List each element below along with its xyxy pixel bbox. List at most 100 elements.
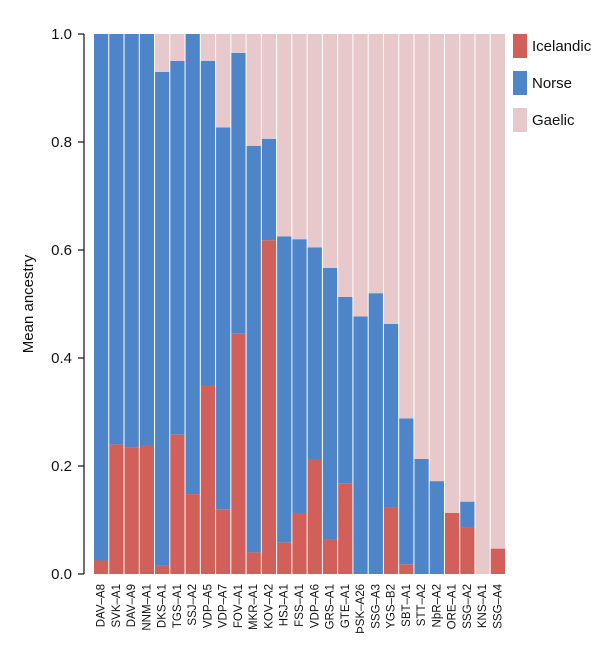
bar-gaelic-22 bbox=[414, 34, 429, 459]
x-tick-label-27: SSG–A4 bbox=[492, 583, 504, 628]
x-tick-label-23: NþR–A2 bbox=[431, 584, 443, 627]
bar-icelandic-15 bbox=[307, 459, 322, 574]
legend-swatch-icelandic bbox=[513, 34, 527, 58]
bar-icelandic-20 bbox=[383, 507, 399, 574]
bar-norse-21 bbox=[399, 418, 414, 565]
x-tick-label-25: SSG–A2 bbox=[462, 584, 474, 629]
x-tick-label-10: FOV–A1 bbox=[233, 584, 245, 628]
y-tick-label-2: 0.4 bbox=[51, 350, 72, 367]
bar-gaelic-25 bbox=[460, 34, 475, 502]
legend: Icelandic Norse Gaelic bbox=[513, 34, 592, 132]
bars-group bbox=[94, 34, 505, 574]
bar-gaelic-16 bbox=[322, 34, 338, 268]
bar-norse-15 bbox=[307, 247, 322, 460]
bar-norse-3 bbox=[124, 34, 139, 448]
bar-norse-5 bbox=[155, 71, 170, 566]
bar-icelandic-7 bbox=[185, 494, 200, 574]
bar-norse-1 bbox=[94, 34, 109, 561]
x-tick-label-12: KOV–A2 bbox=[263, 584, 275, 629]
x-tick-label-6: TGS–A1 bbox=[172, 584, 184, 628]
x-tick-label-7: SSJ–A2 bbox=[187, 584, 199, 626]
x-tick-label-2: SVK–A1 bbox=[111, 584, 123, 627]
bar-norse-8 bbox=[200, 61, 216, 385]
bar-norse-12 bbox=[261, 138, 277, 241]
bar-gaelic-17 bbox=[338, 34, 353, 297]
bar-gaelic-18 bbox=[353, 34, 368, 317]
y-axis: 0.0 0.2 0.4 0.6 0.8 1.0 bbox=[51, 26, 85, 583]
bar-icelandic-21 bbox=[399, 564, 414, 574]
x-tick-label-20: YGS–B2 bbox=[386, 584, 398, 629]
x-tick-label-19: SSG–A3 bbox=[370, 584, 382, 629]
x-tick-label-14: FSS–A1 bbox=[294, 584, 306, 627]
bar-gaelic-20 bbox=[383, 34, 399, 324]
bar-gaelic-27 bbox=[490, 34, 505, 549]
bar-norse-23 bbox=[429, 481, 444, 574]
bar-icelandic-6 bbox=[170, 434, 185, 574]
x-tick-label-11: MKR–A1 bbox=[248, 584, 260, 630]
bar-norse-22 bbox=[414, 458, 429, 574]
bar-norse-4 bbox=[139, 34, 155, 446]
legend-label-icelandic: Icelandic bbox=[532, 38, 592, 55]
x-tick-label-16: GRS–A1 bbox=[325, 584, 337, 629]
y-axis-title: Mean ancestry bbox=[20, 254, 37, 353]
bar-gaelic-9 bbox=[216, 34, 231, 128]
bar-gaelic-19 bbox=[368, 34, 383, 294]
bar-gaelic-10 bbox=[231, 34, 246, 53]
bar-norse-13 bbox=[277, 236, 292, 543]
bar-norse-18 bbox=[353, 316, 368, 574]
bar-icelandic-12 bbox=[261, 240, 277, 574]
bar-norse-2 bbox=[109, 34, 124, 445]
bar-gaelic-12 bbox=[261, 34, 277, 139]
bar-icelandic-17 bbox=[338, 483, 353, 574]
y-tick-label-1: 0.2 bbox=[51, 458, 72, 475]
y-tick-label-4: 0.8 bbox=[51, 134, 72, 151]
x-tick-label-26: KNS–A1 bbox=[477, 584, 489, 628]
bar-norse-9 bbox=[216, 127, 231, 510]
bar-gaelic-21 bbox=[399, 34, 414, 419]
bar-gaelic-11 bbox=[246, 34, 261, 146]
y-tick-label-3: 0.6 bbox=[51, 242, 72, 259]
x-tick-label-4: NNM–A1 bbox=[141, 584, 153, 631]
bar-icelandic-3 bbox=[124, 447, 139, 574]
bar-icelandic-13 bbox=[277, 542, 292, 574]
bar-norse-25 bbox=[460, 501, 475, 528]
bar-icelandic-11 bbox=[246, 552, 261, 574]
bar-norse-17 bbox=[338, 296, 353, 484]
bar-norse-20 bbox=[383, 323, 399, 508]
bar-icelandic-5 bbox=[155, 565, 170, 574]
bar-icelandic-1 bbox=[94, 560, 109, 574]
bar-icelandic-27 bbox=[490, 548, 505, 574]
x-tick-label-21: SBT–A1 bbox=[401, 584, 413, 627]
legend-label-norse: Norse bbox=[532, 75, 572, 92]
legend-swatch-norse bbox=[513, 71, 527, 95]
bar-gaelic-6 bbox=[170, 34, 185, 61]
bar-icelandic-16 bbox=[322, 539, 338, 574]
bar-icelandic-10 bbox=[231, 333, 246, 574]
x-tick-label-9: VDP–A7 bbox=[218, 584, 230, 628]
bar-icelandic-9 bbox=[216, 509, 231, 574]
x-tick-label-17: GTE–A1 bbox=[340, 584, 352, 628]
x-tick-label-18: ÞSK–A26 bbox=[355, 584, 367, 634]
x-tick-label-1: DAV–A8 bbox=[96, 584, 108, 627]
bar-norse-11 bbox=[246, 145, 261, 553]
x-tick-label-13: HSJ–A1 bbox=[279, 584, 291, 626]
x-tick-label-15: VDP–A6 bbox=[309, 584, 321, 628]
bar-norse-10 bbox=[231, 52, 246, 334]
bar-norse-7 bbox=[185, 34, 200, 495]
x-tick-label-24: ORE–A1 bbox=[447, 584, 459, 629]
bar-norse-19 bbox=[368, 293, 383, 574]
bar-gaelic-15 bbox=[307, 34, 322, 248]
x-tick-label-8: VDP–A5 bbox=[202, 584, 214, 628]
bar-icelandic-24 bbox=[444, 512, 460, 574]
bar-gaelic-8 bbox=[200, 34, 216, 61]
bar-gaelic-23 bbox=[429, 34, 444, 482]
bar-gaelic-13 bbox=[277, 34, 292, 237]
bar-icelandic-2 bbox=[109, 444, 124, 574]
x-axis-labels: DAV–A8 SVK–A1 DAV–A9 NNM–A1 DKS–A1 TGS–A1 SSJ–… bbox=[96, 583, 505, 633]
legend-label-gaelic: Gaelic bbox=[532, 112, 575, 129]
bar-norse-6 bbox=[170, 61, 185, 435]
bar-norse-14 bbox=[292, 239, 307, 513]
bar-icelandic-25 bbox=[460, 527, 475, 574]
legend-swatch-gaelic bbox=[513, 108, 527, 132]
